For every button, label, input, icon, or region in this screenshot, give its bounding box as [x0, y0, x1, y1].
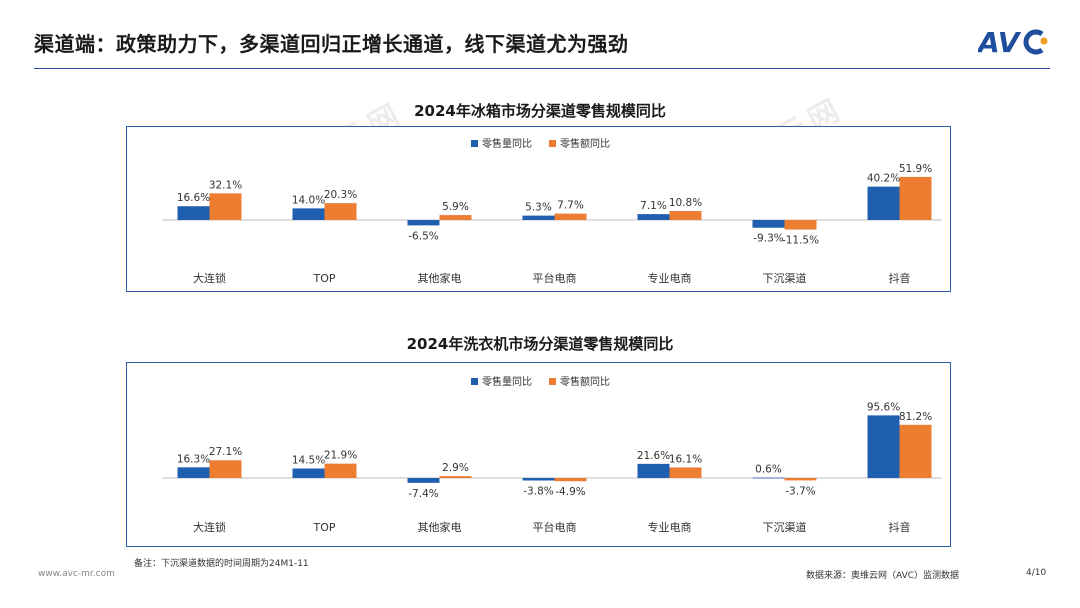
bar — [407, 220, 440, 226]
bar — [177, 467, 210, 478]
data-label: 27.1% — [209, 446, 242, 458]
data-label: 51.9% — [899, 163, 932, 175]
legend-swatch — [471, 378, 478, 385]
chart-title-fridge: 2024年冰箱市场分渠道零售规模同比 — [414, 102, 666, 120]
legend-label: 零售量同比 — [482, 375, 532, 388]
chart-washer-svg: 零售量同比 零售额同比 16.3%27.1% 大连锁 14.5%21.9% TOP -7.4… — [162, 375, 942, 534]
data-label: 16.6% — [177, 192, 210, 204]
site-url: www.avc-mr.com — [38, 569, 115, 579]
bar — [292, 468, 325, 478]
data-label: 10.8% — [669, 197, 702, 209]
svg-text:AV: AV — [978, 26, 1022, 59]
data-label: 40.2% — [867, 173, 900, 185]
bar — [522, 215, 555, 220]
chart-fridge: 零售量同比 零售额同比 16.6% 32.1% 大连锁 14.0% 20.3% TOP -6.5… — [126, 126, 951, 292]
category-label: 其他家电 — [418, 520, 462, 534]
bar — [324, 463, 357, 478]
header-divider — [34, 68, 1050, 69]
chart-fridge-svg: 零售量同比 零售额同比 16.6%32.1% 大连锁 14.0%20.3% TOP -6.5… — [162, 137, 942, 285]
data-label: -7.4% — [408, 488, 438, 500]
avc-logo: AV — [978, 26, 1048, 59]
category-label: 平台电商 — [533, 520, 577, 534]
legend-label: 零售额同比 — [560, 137, 610, 150]
legend-swatch — [549, 378, 556, 385]
bar — [752, 477, 785, 479]
legend-swatch — [549, 140, 556, 147]
category-label: 平台电商 — [533, 271, 577, 285]
category-label: TOP — [312, 521, 335, 534]
data-label: 5.3% — [525, 202, 552, 214]
chart-legend: 零售量同比 零售额同比 — [471, 137, 610, 150]
bar — [554, 478, 587, 482]
data-label: 81.2% — [899, 411, 932, 423]
category-label: 大连锁 — [193, 271, 226, 285]
data-label: 7.1% — [640, 200, 667, 212]
bar — [784, 220, 817, 230]
bar — [669, 211, 702, 220]
page-title: 渠道端：政策助力下，多渠道回归正增长通道，线下渠道尤为强劲 — [34, 32, 629, 56]
bar — [209, 460, 242, 478]
page-number: 4/10 — [1026, 568, 1047, 578]
data-label: 14.0% — [292, 194, 325, 206]
category-label: 下沉渠道 — [763, 520, 807, 534]
data-label: 16.1% — [669, 453, 702, 465]
chart-legend: 零售量同比 零售额同比 — [471, 375, 610, 388]
data-label: -9.3% — [753, 233, 783, 245]
category-label: 抖音 — [889, 271, 911, 285]
chart-title-washer: 2024年洗衣机市场分渠道零售规模同比 — [406, 335, 674, 353]
footnote: 备注：下沉渠道数据的时间周期为24M1-11 — [134, 559, 309, 569]
bar — [177, 206, 210, 220]
bar — [899, 176, 932, 220]
data-label: -3.7% — [785, 485, 815, 497]
data-label: -11.5% — [782, 235, 819, 247]
legend-label: 零售额同比 — [560, 375, 610, 388]
legend-label: 零售量同比 — [482, 137, 532, 150]
bar — [324, 203, 357, 220]
data-label: 14.5% — [292, 455, 325, 467]
category-label: 其他家电 — [418, 271, 462, 285]
data-label: 21.6% — [637, 450, 670, 462]
data-label: 0.6% — [755, 464, 782, 476]
data-label: 16.3% — [177, 453, 210, 465]
category-label: 专业电商 — [648, 271, 692, 285]
bar — [439, 215, 472, 220]
bar — [554, 213, 587, 220]
legend-swatch — [471, 140, 478, 147]
bar — [439, 476, 472, 478]
bar — [752, 220, 785, 228]
chart-washer: 零售量同比 零售额同比 16.3% 27.1% 大连锁 14.5% 21.9% TOP -7.4… — [126, 362, 951, 547]
data-label: 32.1% — [209, 179, 242, 191]
bar — [292, 208, 325, 220]
data-label: 20.3% — [324, 189, 357, 201]
data-label: 95.6% — [867, 401, 900, 413]
bar — [867, 415, 900, 478]
data-label: 21.9% — [324, 450, 357, 462]
data-source: 数据来源：奥维云网（AVC）监测数据 — [806, 571, 960, 581]
data-label: 5.9% — [442, 201, 469, 213]
data-label: -6.5% — [408, 230, 438, 242]
bar — [784, 478, 817, 481]
category-label: 专业电商 — [648, 520, 692, 534]
bar — [637, 463, 670, 478]
bar — [669, 467, 702, 478]
data-label: -3.8% — [523, 485, 553, 497]
data-label: -4.9% — [555, 486, 585, 498]
bar — [522, 478, 555, 481]
category-label: TOP — [312, 272, 335, 285]
bar — [209, 193, 242, 220]
data-label: 7.7% — [557, 200, 584, 212]
category-label: 大连锁 — [193, 520, 226, 534]
data-label: 2.9% — [442, 462, 469, 474]
bar — [899, 424, 932, 478]
bar — [407, 478, 440, 483]
category-label: 抖音 — [889, 520, 911, 534]
category-label: 下沉渠道 — [763, 271, 807, 285]
bar — [867, 186, 900, 220]
bar — [637, 214, 670, 220]
